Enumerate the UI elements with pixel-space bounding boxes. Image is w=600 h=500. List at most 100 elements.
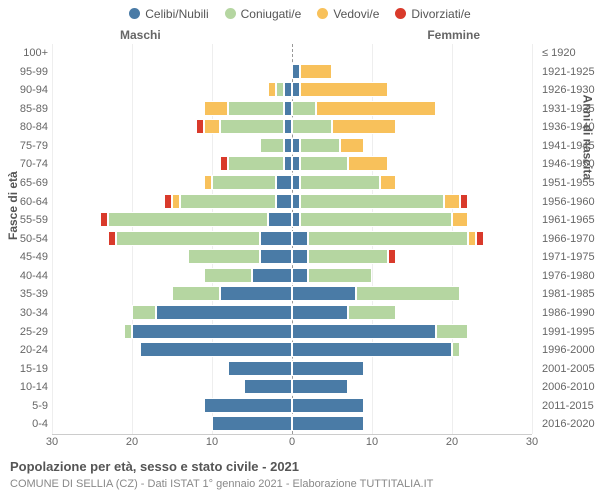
birth-year-label: 2001-2005 bbox=[542, 360, 600, 379]
bar-segment bbox=[212, 416, 292, 431]
bar-segment bbox=[228, 101, 284, 116]
bar-segment bbox=[292, 82, 300, 97]
bar-segment bbox=[132, 324, 292, 339]
female-bar bbox=[292, 304, 532, 323]
pyramid-row bbox=[52, 211, 532, 230]
female-bar bbox=[292, 285, 532, 304]
bar-segment bbox=[108, 231, 116, 246]
bar-segment bbox=[228, 156, 284, 171]
age-label: 75-79 bbox=[0, 137, 48, 156]
bar-segment bbox=[284, 138, 292, 153]
bar-segment bbox=[452, 342, 460, 357]
x-tick-label: 20 bbox=[446, 436, 458, 448]
female-bar bbox=[292, 63, 532, 82]
age-axis-labels: 100+95-9990-9485-8980-8475-7970-7465-696… bbox=[0, 44, 48, 434]
legend-label: Divorziati/e bbox=[411, 7, 470, 21]
chart-title: Popolazione per età, sesso e stato civil… bbox=[10, 459, 299, 474]
male-bar bbox=[52, 100, 292, 119]
bar-segment bbox=[452, 212, 468, 227]
birth-year-label: 1976-1980 bbox=[542, 267, 600, 286]
birth-year-label: 1956-1960 bbox=[542, 193, 600, 212]
pyramid-row bbox=[52, 81, 532, 100]
bar-segment bbox=[292, 379, 348, 394]
bar-segment bbox=[308, 231, 468, 246]
age-label: 50-54 bbox=[0, 230, 48, 249]
bar-segment bbox=[292, 138, 300, 153]
bar-segment bbox=[332, 119, 396, 134]
bar-segment bbox=[180, 194, 276, 209]
bar-segment bbox=[100, 212, 108, 227]
bar-segment bbox=[276, 194, 292, 209]
female-bar bbox=[292, 155, 532, 174]
birth-year-labels: ≤ 19201921-19251926-19301931-19351936-19… bbox=[542, 44, 600, 434]
male-bar bbox=[52, 211, 292, 230]
female-bar bbox=[292, 341, 532, 360]
male-bar bbox=[52, 415, 292, 434]
female-bar bbox=[292, 230, 532, 249]
pyramid-row bbox=[52, 360, 532, 379]
x-tick-label: 20 bbox=[126, 436, 138, 448]
age-label: 15-19 bbox=[0, 360, 48, 379]
bar-segment bbox=[444, 194, 460, 209]
pyramid-row bbox=[52, 137, 532, 156]
pyramid-row bbox=[52, 174, 532, 193]
pyramid-row bbox=[52, 248, 532, 267]
age-label: 100+ bbox=[0, 44, 48, 63]
bar-segment bbox=[260, 249, 292, 264]
female-bar bbox=[292, 211, 532, 230]
pyramid-row bbox=[52, 285, 532, 304]
male-label: Maschi bbox=[120, 28, 161, 42]
male-bar bbox=[52, 341, 292, 360]
age-label: 45-49 bbox=[0, 248, 48, 267]
bar-segment bbox=[244, 379, 292, 394]
bar-segment bbox=[220, 156, 228, 171]
bar-segment bbox=[260, 231, 292, 246]
pyramid-row bbox=[52, 304, 532, 323]
bar-segment bbox=[292, 305, 348, 320]
birth-year-label: 1986-1990 bbox=[542, 304, 600, 323]
male-bar bbox=[52, 63, 292, 82]
bar-segment bbox=[204, 101, 228, 116]
x-axis-line bbox=[52, 434, 532, 435]
age-label: 95-99 bbox=[0, 63, 48, 82]
bar-segment bbox=[172, 286, 220, 301]
pyramid-row bbox=[52, 341, 532, 360]
bar-segment bbox=[348, 156, 388, 171]
birth-year-label: ≤ 1920 bbox=[542, 44, 600, 63]
bar-segment bbox=[308, 268, 372, 283]
age-label: 80-84 bbox=[0, 118, 48, 137]
bar-segment bbox=[300, 175, 380, 190]
bar-segment bbox=[292, 119, 332, 134]
plot-area bbox=[52, 44, 532, 434]
age-label: 35-39 bbox=[0, 285, 48, 304]
birth-year-label: 1981-1985 bbox=[542, 285, 600, 304]
female-bar bbox=[292, 248, 532, 267]
pyramid-row bbox=[52, 230, 532, 249]
male-bar bbox=[52, 193, 292, 212]
pyramid-row bbox=[52, 155, 532, 174]
bar-segment bbox=[292, 194, 300, 209]
bar-segment bbox=[284, 156, 292, 171]
bar-segment bbox=[292, 398, 364, 413]
bar-segment bbox=[300, 82, 388, 97]
legend-item: Celibi/Nubili bbox=[129, 6, 208, 21]
bar-segment bbox=[316, 101, 436, 116]
male-bar bbox=[52, 118, 292, 137]
male-bar bbox=[52, 323, 292, 342]
birth-year-label: 2011-2015 bbox=[542, 397, 600, 416]
bar-segment bbox=[356, 286, 460, 301]
age-label: 40-44 bbox=[0, 267, 48, 286]
bar-segment bbox=[300, 194, 444, 209]
female-bar bbox=[292, 81, 532, 100]
legend-item: Vedovi/e bbox=[317, 6, 379, 21]
bar-segment bbox=[204, 119, 220, 134]
bar-segment bbox=[276, 175, 292, 190]
bar-segment bbox=[300, 156, 348, 171]
male-bar bbox=[52, 137, 292, 156]
legend-swatch bbox=[317, 8, 328, 19]
age-label: 20-24 bbox=[0, 341, 48, 360]
male-bar bbox=[52, 230, 292, 249]
male-bar bbox=[52, 44, 292, 63]
bar-segment bbox=[380, 175, 396, 190]
male-bar bbox=[52, 285, 292, 304]
